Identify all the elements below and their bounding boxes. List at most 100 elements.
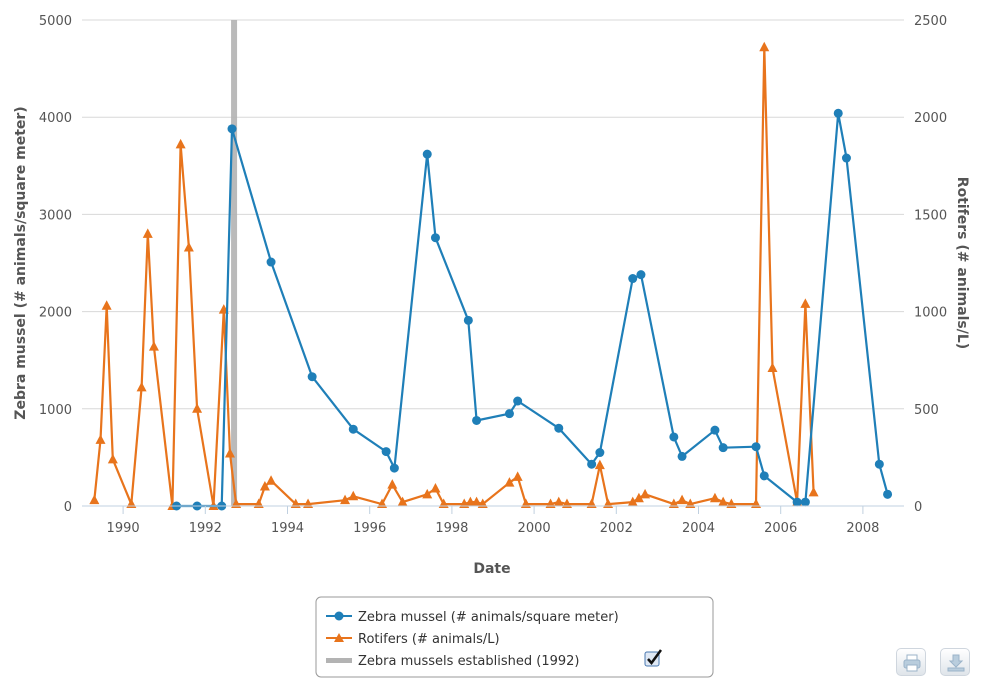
data-point-rotifers[interactable]: [387, 479, 398, 489]
data-point-zebra-mussel[interactable]: [587, 459, 597, 469]
series-zebra-mussel: [172, 108, 893, 511]
data-point-zebra-mussel[interactable]: [841, 153, 851, 163]
y-tick-label-right: 2000: [914, 111, 947, 126]
data-point-rotifers[interactable]: [175, 138, 186, 149]
data-point-rotifers[interactable]: [594, 459, 605, 470]
data-point-rotifers[interactable]: [677, 494, 688, 505]
x-tick-label: 1996: [353, 521, 386, 536]
data-point-zebra-mussel[interactable]: [463, 315, 473, 325]
legend-item-rotifers[interactable]: Rotifers (# animals/L): [326, 632, 500, 647]
data-point-zebra-mussel[interactable]: [628, 274, 638, 284]
data-point-zebra-mussel[interactable]: [636, 270, 646, 280]
data-point-zebra-mussel[interactable]: [883, 489, 893, 499]
x-axis-title: Date: [473, 561, 510, 577]
data-point-zebra-mussel[interactable]: [381, 447, 391, 457]
legend-marker-zebra-mussel: [334, 611, 344, 621]
legend-label-established: Zebra mussels established (1992): [358, 654, 580, 669]
data-point-zebra-mussel[interactable]: [833, 108, 843, 118]
data-point-rotifers[interactable]: [553, 496, 564, 507]
data-point-zebra-mussel[interactable]: [266, 257, 276, 267]
data-point-rotifers[interactable]: [759, 41, 770, 52]
x-tick-label: 2008: [846, 521, 879, 536]
legend-item-zebra-mussel[interactable]: Zebra mussel (# animals/square meter): [326, 610, 619, 625]
data-point-rotifers[interactable]: [709, 492, 720, 503]
data-point-zebra-mussel[interactable]: [554, 423, 564, 433]
data-point-zebra-mussel[interactable]: [718, 443, 728, 453]
data-point-zebra-mussel[interactable]: [677, 451, 687, 461]
print-button[interactable]: [896, 648, 926, 676]
y-tick-label-left: 5000: [39, 14, 72, 29]
y-tick-label-right: 0: [914, 500, 922, 515]
data-point-rotifers[interactable]: [224, 448, 235, 458]
data-point-rotifers[interactable]: [718, 496, 729, 507]
data-point-rotifers[interactable]: [397, 496, 408, 507]
series-line-zebra-mussel: [176, 112, 889, 508]
data-point-rotifers[interactable]: [627, 496, 638, 507]
data-point-rotifers[interactable]: [767, 362, 778, 372]
legend-label-rotifers: Rotifers (# animals/L): [358, 632, 500, 647]
data-point-rotifers[interactable]: [430, 483, 441, 493]
data-point-rotifers[interactable]: [101, 300, 112, 310]
data-point-zebra-mussel[interactable]: [874, 459, 884, 469]
y-axis-title-left: Zebra mussel (# animals/square meter): [13, 106, 29, 419]
x-tick-label: 1998: [435, 521, 468, 536]
y-tick-label-left: 1000: [39, 403, 72, 418]
data-point-rotifers[interactable]: [266, 475, 277, 485]
data-point-zebra-mussel[interactable]: [504, 409, 514, 419]
data-point-zebra-mussel[interactable]: [348, 424, 358, 434]
y-tick-label-left: 0: [64, 500, 72, 515]
data-point-zebra-mussel[interactable]: [669, 432, 679, 442]
x-tick-label: 2000: [518, 521, 551, 536]
legend-marker-established: [326, 658, 352, 663]
data-point-rotifers[interactable]: [107, 453, 118, 464]
data-point-rotifers[interactable]: [340, 494, 351, 505]
data-point-rotifers[interactable]: [136, 381, 147, 392]
data-point-zebra-mussel[interactable]: [595, 448, 605, 458]
data-point-rotifers[interactable]: [471, 496, 482, 507]
data-point-rotifers[interactable]: [633, 492, 644, 503]
export-button[interactable]: [940, 648, 970, 676]
data-point-zebra-mussel[interactable]: [751, 442, 761, 452]
data-point-zebra-mussel[interactable]: [472, 415, 482, 425]
established-band: [231, 20, 238, 506]
data-point-rotifers[interactable]: [95, 434, 106, 444]
x-tick-label: 2002: [600, 521, 633, 536]
y-tick-label-right: 1500: [914, 208, 947, 223]
data-point-zebra-mussel[interactable]: [792, 497, 802, 507]
y-tick-label-right: 1000: [914, 306, 947, 321]
legend-box: [315, 596, 714, 678]
data-point-rotifers[interactable]: [259, 481, 270, 491]
data-point-rotifers[interactable]: [348, 490, 359, 501]
data-point-rotifers[interactable]: [148, 341, 159, 351]
data-point-rotifers[interactable]: [808, 486, 819, 497]
data-point-rotifers[interactable]: [89, 494, 100, 505]
data-point-zebra-mussel[interactable]: [710, 425, 720, 435]
data-point-rotifers[interactable]: [183, 241, 194, 252]
data-point-zebra-mussel[interactable]: [422, 149, 432, 159]
data-point-zebra-mussel[interactable]: [800, 497, 810, 507]
data-point-rotifers[interactable]: [512, 471, 523, 481]
data-point-rotifers[interactable]: [422, 488, 433, 499]
download-icon: [947, 654, 965, 672]
legend-item-established[interactable]: Zebra mussels established (1992): [326, 649, 663, 669]
data-point-zebra-mussel[interactable]: [227, 124, 237, 134]
x-tick-label: 1994: [271, 521, 304, 536]
data-point-rotifers[interactable]: [800, 298, 811, 308]
data-point-rotifers[interactable]: [504, 477, 515, 487]
data-point-zebra-mussel[interactable]: [513, 396, 523, 406]
legend-label-zebra-mussel: Zebra mussel (# animals/square meter): [358, 610, 619, 625]
data-point-zebra-mussel[interactable]: [389, 463, 399, 473]
y-tick-label-right: 500: [914, 403, 939, 418]
data-point-zebra-mussel[interactable]: [430, 233, 440, 243]
data-point-rotifers[interactable]: [640, 488, 651, 499]
data-point-zebra-mussel[interactable]: [307, 372, 317, 382]
x-tick-label: 1990: [107, 521, 140, 536]
axes: Date Zebra mussel (# animals/square mete…: [13, 14, 970, 577]
print-icon: [903, 654, 921, 672]
data-point-zebra-mussel[interactable]: [759, 471, 769, 481]
data-point-rotifers[interactable]: [142, 228, 153, 238]
legend-checkbox-established[interactable]: [644, 649, 663, 667]
data-point-rotifers[interactable]: [192, 403, 203, 413]
